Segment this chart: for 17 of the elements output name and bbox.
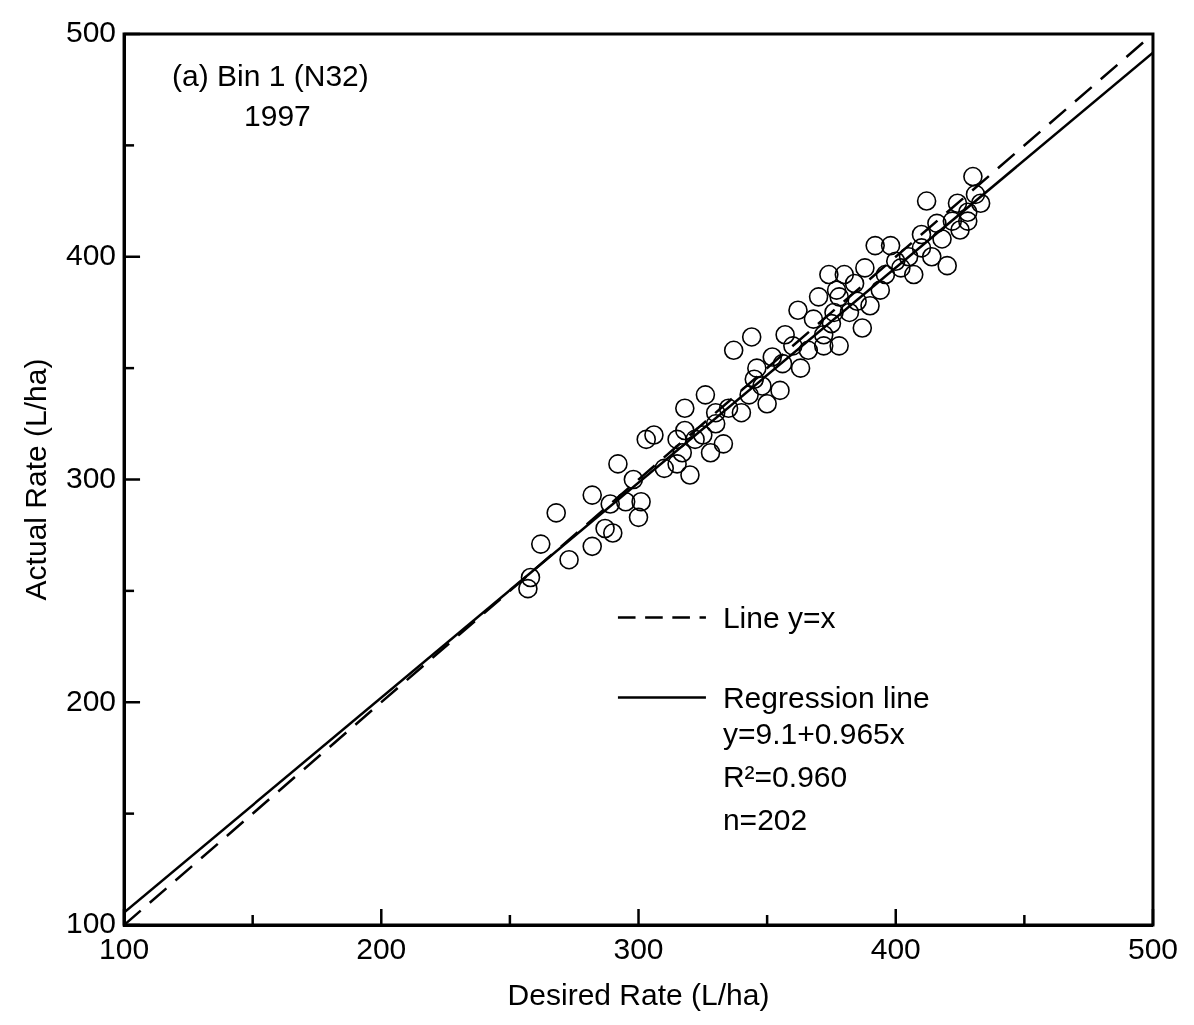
annotation: 1997: [244, 99, 311, 132]
x-tick-label: 300: [613, 932, 664, 966]
y-tick-label: 200: [65, 683, 117, 717]
annotation: n=202: [722, 802, 808, 836]
legend-label: Line y=x: [722, 600, 836, 634]
y-tick-label: 400: [65, 238, 117, 272]
annotation: y=9.1+0.965x: [722, 716, 905, 750]
y-axis-title: Actual Rate (L/ha): [19, 358, 53, 601]
x-axis-title: Desired Rate (L/ha): [507, 978, 770, 1012]
x-tick-label: 200: [356, 932, 407, 966]
legend-label: Regression line: [722, 680, 930, 714]
y-tick-label: 300: [65, 460, 117, 494]
annotation: R²=0.960: [722, 759, 848, 793]
x-tick-label: 500: [1127, 932, 1178, 966]
annotation: (a) Bin 1 (N32): [172, 59, 369, 92]
x-tick-label: 400: [870, 932, 921, 966]
y-tick-label: 500: [65, 15, 117, 49]
